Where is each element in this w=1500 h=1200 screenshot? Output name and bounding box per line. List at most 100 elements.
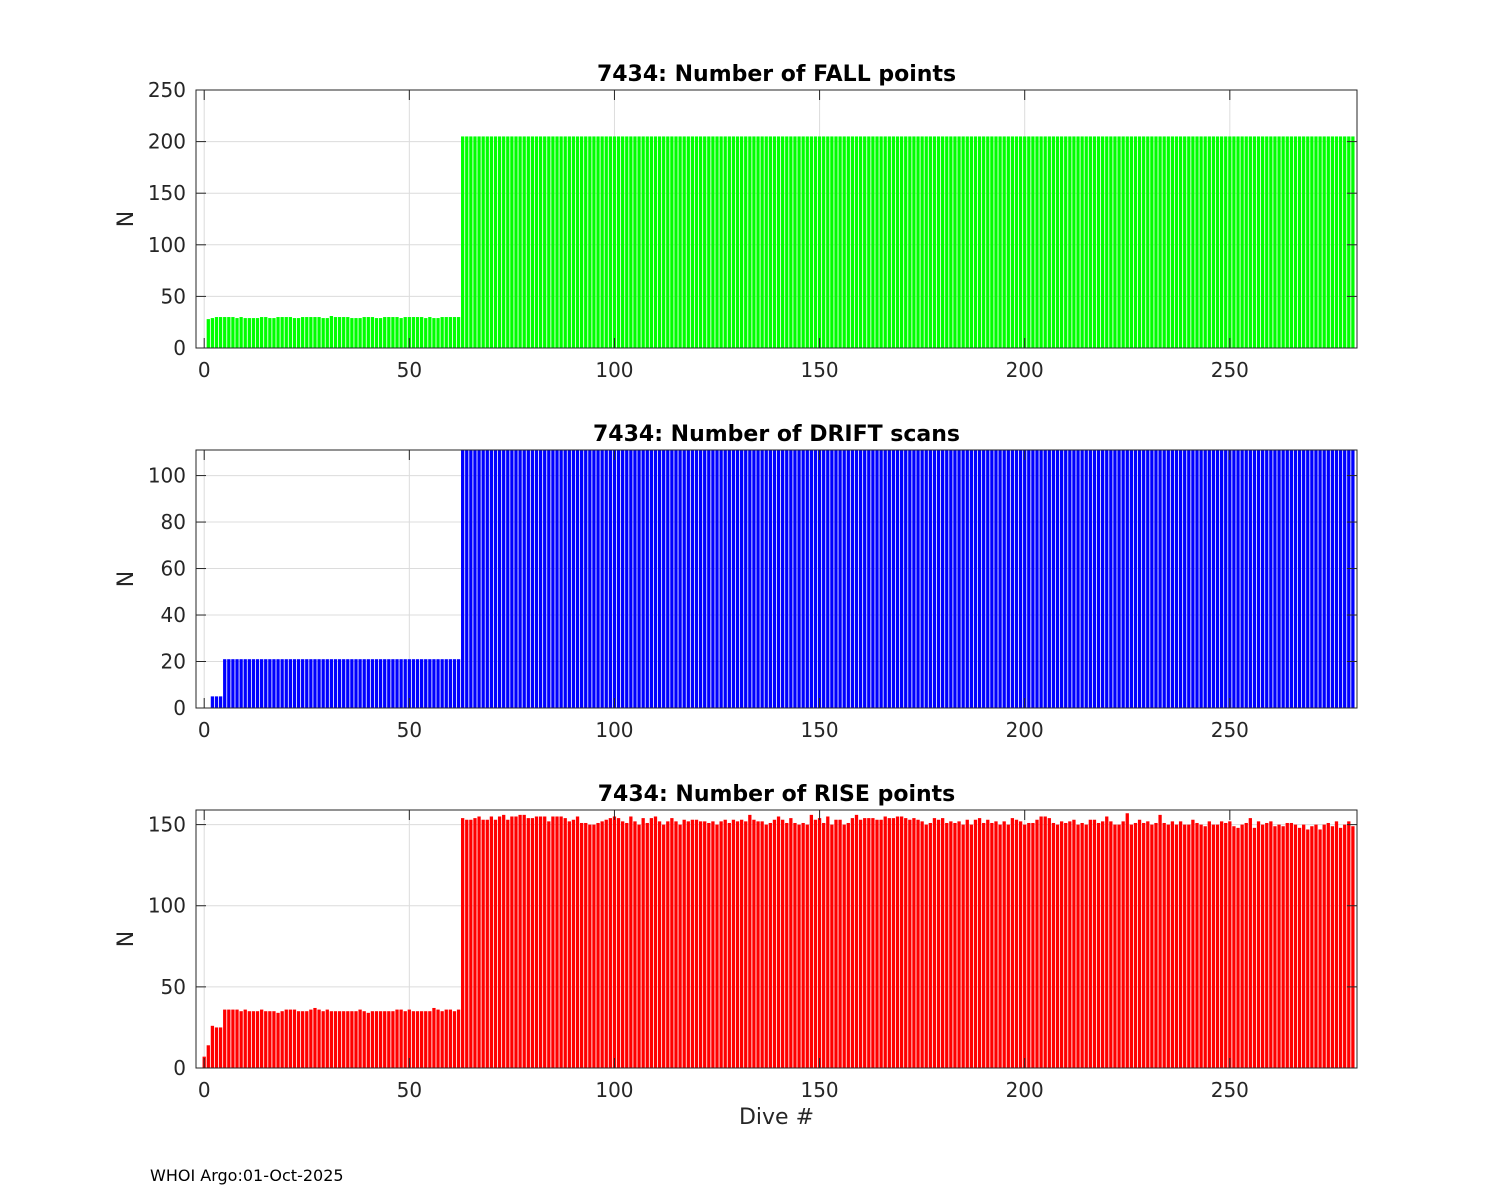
bar <box>259 659 264 708</box>
bar <box>957 136 961 348</box>
bar <box>1318 829 1322 1068</box>
bar <box>469 136 473 348</box>
bar <box>879 450 883 708</box>
bar <box>842 136 846 348</box>
bar <box>986 136 990 348</box>
bar <box>518 450 522 708</box>
bar <box>1076 824 1080 1068</box>
bar <box>1310 826 1314 1068</box>
bar <box>559 450 563 708</box>
bar <box>936 136 941 348</box>
bar <box>1236 827 1240 1068</box>
bar <box>990 822 994 1068</box>
bar <box>756 450 760 708</box>
bar <box>440 317 444 348</box>
bar <box>678 136 682 348</box>
bar <box>1129 136 1134 348</box>
bar <box>789 136 793 348</box>
bar <box>756 821 760 1068</box>
bar <box>1137 450 1142 708</box>
bar <box>514 136 518 348</box>
bar <box>1215 824 1220 1068</box>
bar <box>1006 136 1010 348</box>
bar <box>342 1011 346 1068</box>
bar <box>1252 136 1257 348</box>
bar <box>1105 136 1109 348</box>
bar <box>600 136 604 348</box>
bar <box>846 136 850 348</box>
axes-box <box>195 809 1358 1069</box>
bar <box>744 450 748 708</box>
bar <box>1244 136 1248 348</box>
bar <box>936 819 941 1068</box>
bar <box>370 659 375 708</box>
bar <box>1256 136 1261 348</box>
bar <box>1347 136 1351 348</box>
bar <box>489 816 494 1068</box>
bar <box>772 819 777 1068</box>
bar <box>1010 450 1015 708</box>
bar <box>805 824 809 1068</box>
bar <box>879 819 883 1068</box>
bar <box>604 819 608 1068</box>
bar <box>1039 816 1043 1068</box>
bar <box>325 659 329 708</box>
bar <box>1121 821 1125 1068</box>
bar <box>731 450 736 708</box>
bar <box>1183 450 1187 708</box>
bar <box>797 824 801 1068</box>
bar <box>395 1009 399 1068</box>
bar <box>887 818 891 1068</box>
bar <box>1199 450 1203 708</box>
bar <box>1265 450 1269 708</box>
bar <box>1314 824 1318 1068</box>
bar <box>731 136 736 348</box>
bar <box>596 450 600 708</box>
bar <box>399 1009 403 1068</box>
bar <box>1125 813 1129 1068</box>
bar <box>809 136 814 348</box>
bar <box>645 450 649 708</box>
bar <box>1232 450 1236 708</box>
bar <box>579 450 584 708</box>
bar <box>461 818 465 1068</box>
bar <box>1010 136 1015 348</box>
bar <box>284 1009 288 1068</box>
bar <box>1088 136 1092 348</box>
bar <box>403 659 407 708</box>
bar <box>1064 136 1068 348</box>
bar <box>428 659 432 708</box>
bar <box>1154 136 1158 348</box>
bar <box>1224 822 1228 1068</box>
bar <box>1207 821 1211 1068</box>
bar <box>703 450 707 708</box>
bar <box>317 317 321 348</box>
bar <box>653 450 658 708</box>
bar <box>768 822 772 1068</box>
bar <box>854 136 859 348</box>
bar <box>871 818 875 1068</box>
bar <box>1174 824 1179 1068</box>
bar <box>653 816 658 1068</box>
bar <box>543 816 547 1068</box>
bar <box>707 450 711 708</box>
bar <box>1051 450 1056 708</box>
bar <box>932 818 937 1068</box>
bar <box>432 659 436 708</box>
bar <box>1125 136 1129 348</box>
bar <box>850 136 855 348</box>
bar <box>526 818 530 1068</box>
bar <box>698 821 703 1068</box>
bar <box>662 824 666 1068</box>
bar <box>1289 450 1294 708</box>
bar <box>1219 450 1224 708</box>
bar <box>210 1025 215 1068</box>
bar <box>218 1027 223 1068</box>
bar <box>1018 821 1023 1068</box>
bar <box>485 450 489 708</box>
bar <box>231 1009 235 1068</box>
bar <box>362 659 366 708</box>
bar <box>1236 136 1240 348</box>
bar <box>231 317 235 348</box>
bar <box>920 136 924 348</box>
